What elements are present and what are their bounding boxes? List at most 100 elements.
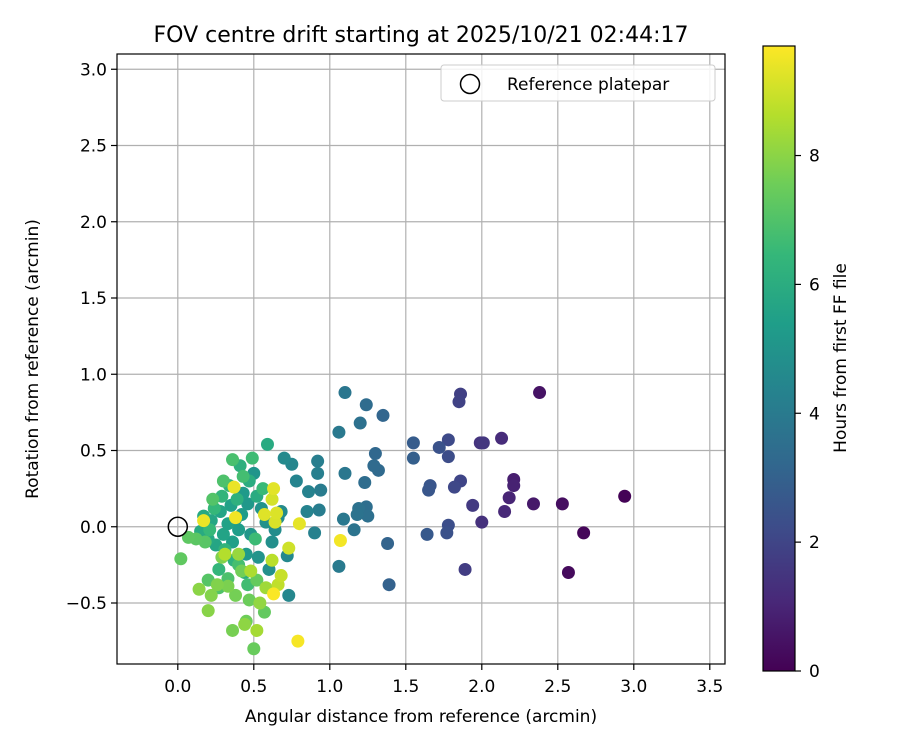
colorbar-tick-label: 8 — [809, 147, 820, 167]
y-tick-label: 2.0 — [80, 213, 107, 233]
data-point — [291, 634, 305, 648]
data-point — [203, 523, 217, 537]
data-point — [555, 497, 569, 511]
y-tick-label: −0.5 — [66, 594, 107, 614]
colorbar-tick-label: 6 — [809, 275, 820, 295]
data-point — [367, 459, 381, 473]
x-tick-label: 2.0 — [468, 677, 495, 697]
data-point — [382, 578, 396, 592]
data-point — [242, 593, 256, 607]
colorbar-label: Hours from first FF file — [831, 263, 851, 453]
data-point — [332, 425, 346, 439]
y-tick-label: 1.5 — [80, 289, 107, 309]
data-point — [282, 588, 296, 602]
data-point — [475, 515, 489, 529]
data-point — [526, 497, 540, 511]
data-point — [253, 596, 267, 610]
x-tick-label: 1.0 — [316, 677, 343, 697]
data-point — [447, 480, 461, 494]
data-point — [440, 526, 454, 540]
data-point — [441, 433, 455, 447]
data-point — [257, 508, 271, 522]
colorbar-ticks: 0 2 4 6 8 — [795, 147, 820, 682]
data-point — [561, 566, 575, 579]
data-point — [267, 587, 281, 601]
colorbar-tick-label: 2 — [809, 533, 820, 553]
data-point — [350, 508, 364, 522]
data-point — [432, 440, 446, 454]
data-point — [256, 482, 270, 496]
data-point — [312, 503, 326, 517]
data-point — [289, 474, 303, 488]
data-point — [347, 523, 361, 537]
data-point — [502, 491, 516, 505]
x-tick-label: 2.5 — [544, 677, 571, 697]
data-point — [338, 386, 352, 400]
data-point — [248, 532, 262, 546]
data-point — [218, 547, 232, 561]
data-point — [376, 408, 390, 422]
data-point — [618, 489, 632, 503]
data-points — [174, 386, 632, 656]
data-point — [495, 431, 509, 445]
x-tick-label: 3.0 — [620, 677, 647, 697]
legend-label: Reference platepar — [507, 75, 669, 95]
data-point — [333, 533, 347, 547]
data-point — [247, 642, 261, 656]
grid — [117, 54, 725, 664]
data-point — [336, 512, 350, 526]
plot-frame — [116, 53, 726, 665]
data-point — [314, 483, 328, 497]
x-tick-label: 3.5 — [696, 677, 723, 697]
legend-box — [440, 64, 716, 102]
data-point — [406, 451, 420, 465]
data-point — [216, 527, 230, 541]
y-tick-label: 0.0 — [80, 518, 107, 538]
y-tick-label: 2.5 — [80, 137, 107, 157]
data-point — [232, 523, 246, 537]
data-point — [244, 564, 258, 578]
colorbar-tick-label: 0 — [809, 662, 820, 682]
y-tick-label: 1.0 — [80, 365, 107, 385]
data-point — [302, 485, 316, 499]
data-point — [533, 386, 547, 400]
data-point — [577, 526, 591, 540]
data-point — [216, 474, 230, 488]
data-point — [241, 497, 255, 511]
data-point — [498, 505, 512, 518]
data-point — [230, 492, 244, 506]
data-point — [452, 395, 466, 409]
data-point — [308, 526, 322, 540]
data-point — [232, 547, 246, 561]
data-point — [260, 437, 274, 451]
data-point — [212, 562, 226, 576]
data-point — [227, 480, 241, 494]
legend-reference-icon — [459, 73, 481, 95]
data-point — [282, 541, 296, 555]
data-point — [441, 450, 455, 464]
data-point — [338, 466, 352, 480]
data-point — [458, 562, 472, 576]
data-point — [265, 553, 279, 567]
data-point — [265, 535, 279, 549]
data-point — [406, 436, 420, 450]
y-tick-label: 3.0 — [80, 60, 107, 80]
y-tick-label: 0.5 — [80, 442, 107, 462]
data-point — [420, 527, 434, 541]
colorbar-tick-label: 4 — [809, 404, 820, 424]
data-point — [226, 453, 240, 467]
data-point — [206, 492, 220, 506]
data-point — [300, 505, 314, 518]
data-point — [381, 537, 395, 551]
data-point — [181, 530, 195, 544]
data-point — [358, 476, 372, 490]
data-point — [204, 588, 218, 602]
x-axis-label: Angular distance from reference (arcmin) — [245, 707, 597, 727]
data-point — [238, 617, 252, 631]
reference-platepar-marker — [167, 516, 189, 537]
data-point — [311, 466, 325, 480]
data-point — [221, 579, 235, 593]
